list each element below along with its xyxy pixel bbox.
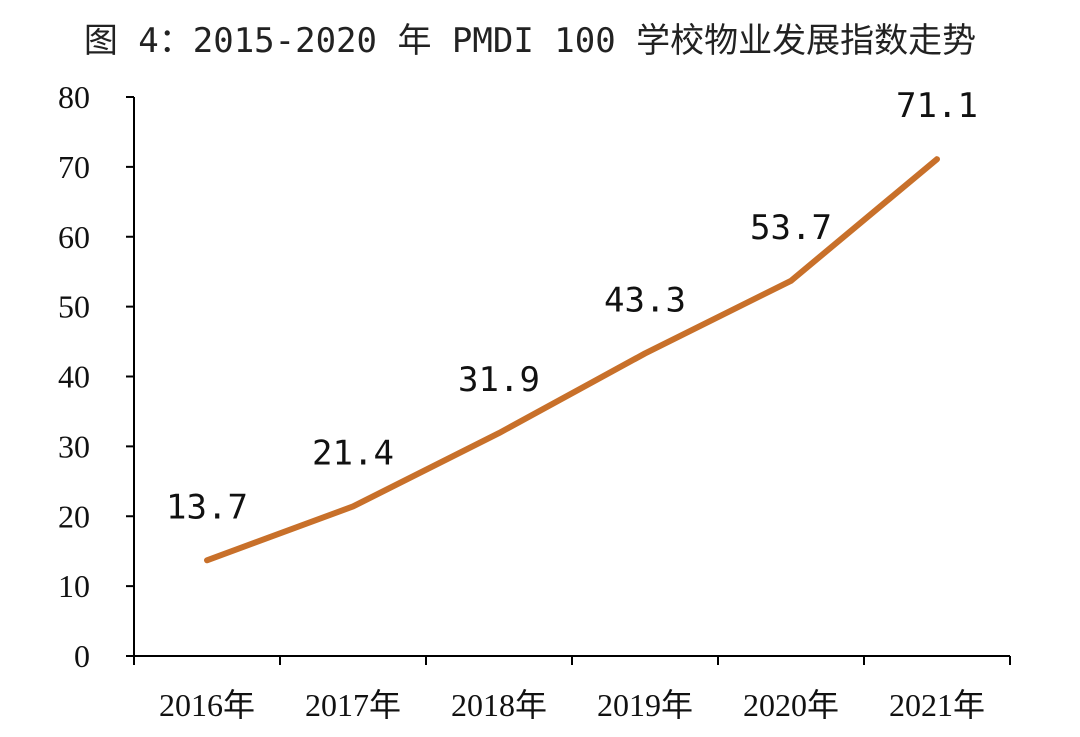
x-tick-label: 2016年 (159, 687, 255, 723)
x-tick-label: 2020年 (743, 687, 839, 723)
x-tick-label: 2018年 (451, 687, 547, 723)
y-tick-label: 40 (58, 359, 90, 395)
y-tick-label: 60 (58, 219, 90, 255)
x-tick-label: 2019年 (597, 687, 693, 723)
x-tick-label: 2021年 (889, 687, 985, 723)
data-label: 31.9 (458, 360, 540, 400)
data-label: 43.3 (604, 280, 686, 320)
y-tick-label: 30 (58, 428, 90, 464)
x-tick-label: 2017年 (305, 687, 401, 723)
y-tick-label: 0 (74, 638, 90, 674)
y-tick-label: 80 (58, 79, 90, 115)
y-tick-label: 20 (58, 498, 90, 534)
y-tick-label: 50 (58, 289, 90, 325)
y-tick-label: 70 (58, 149, 90, 185)
x-axis: 2016年 2017年 2018年 2019年 2020年 2021年 (133, 655, 1011, 723)
data-label: 71.1 (896, 86, 978, 126)
y-tick-label: 10 (58, 568, 90, 604)
series-line (204, 156, 940, 564)
y-axis: 0 10 20 30 40 50 60 70 80 (58, 79, 135, 674)
data-label: 21.4 (312, 433, 394, 473)
data-label: 53.7 (750, 208, 832, 248)
chart-title: 图 4：2015-2020 年 PMDI 100 学校物业发展指数走势 (84, 21, 976, 61)
series-layer (204, 156, 940, 564)
data-label-layer: 13.7 21.4 31.9 43.3 53.7 71.1 (166, 86, 978, 527)
data-label: 13.7 (166, 487, 248, 527)
